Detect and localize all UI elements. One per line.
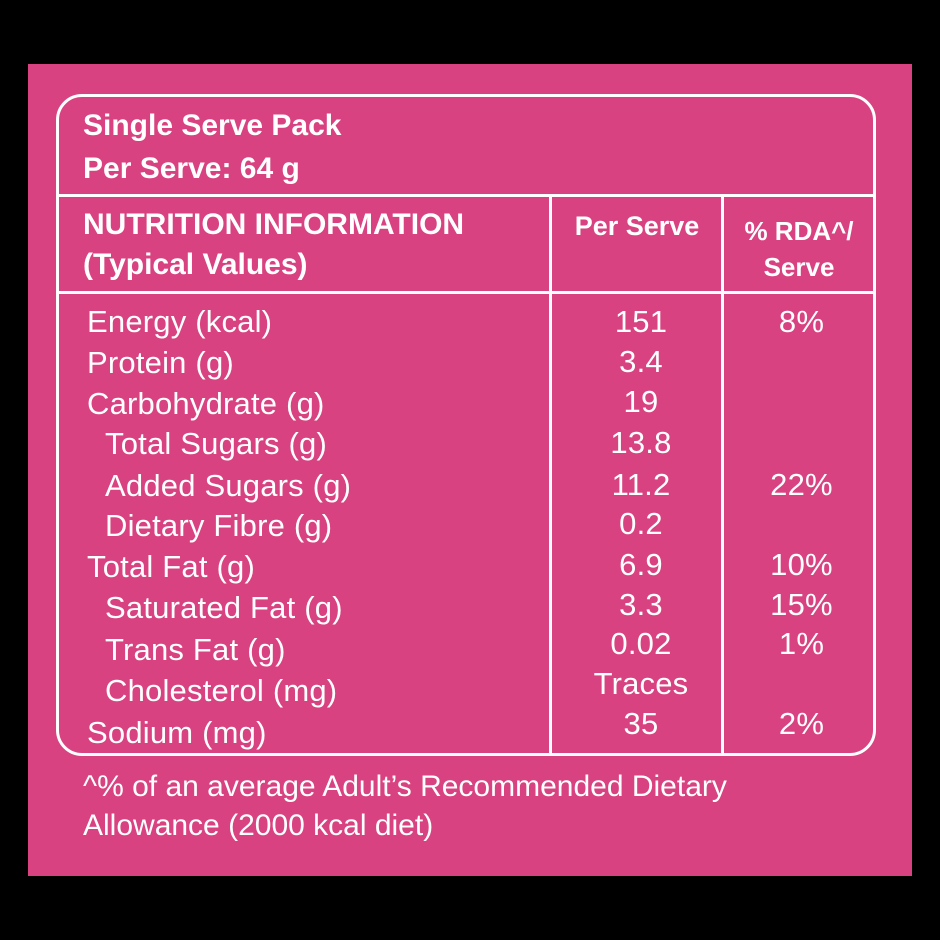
row-value-total-sugars: 13.8 [610, 425, 672, 460]
row-label-dietary-fibre: Dietary Fibre (g) [105, 508, 333, 543]
pack-title: Single Serve Pack [83, 109, 342, 142]
row-label-carbohydrate: Carbohydrate (g) [87, 386, 325, 421]
row-label-energy: Energy (kcal) [87, 304, 273, 339]
nutrition-table-frame [56, 94, 876, 756]
row-label-total-sugars: Total Sugars (g) [105, 426, 328, 461]
row-label-protein: Protein (g) [87, 345, 234, 380]
row-label-sodium: Sodium (mg) [87, 715, 267, 750]
row-value-carbohydrate: 19 [623, 384, 659, 419]
row-value-protein: 3.4 [619, 344, 663, 379]
nutrition-label-panel [28, 64, 912, 876]
row-value-total-fat: 6.9 [619, 547, 663, 582]
row-value-cholesterol: Traces [593, 666, 689, 701]
column-divider-2 [721, 196, 724, 754]
row-rda-trans-fat: 1% [778, 626, 825, 661]
col1-heading-line2: (Typical Values) [83, 248, 308, 281]
col3-heading-line2: Serve [763, 252, 835, 282]
col1-heading-line1: NUTRITION INFORMATION [83, 208, 465, 241]
row-label-trans-fat: Trans Fat (g) [105, 632, 286, 667]
serve-size: Per Serve: 64 g [83, 152, 300, 185]
row-rda-saturated-fat: 15% [770, 587, 833, 622]
row-value-saturated-fat: 3.3 [619, 587, 663, 622]
row-label-saturated-fat: Saturated Fat (g) [105, 590, 343, 625]
row-value-added-sugars: 11.2 [611, 467, 671, 502]
row-value-trans-fat: 0.02 [610, 626, 672, 661]
row-value-dietary-fibre: 0.2 [619, 506, 663, 541]
row-label-cholesterol: Cholesterol (mg) [105, 673, 338, 708]
column-header-divider [57, 291, 875, 294]
header-divider [57, 194, 875, 197]
row-value-sodium: 35 [623, 706, 659, 741]
row-value-energy: 151 [614, 304, 668, 339]
footnote-line1: ^% of an average Adult’s Recommended Die… [83, 770, 727, 803]
col3-heading-line1: % RDA^/ [744, 216, 854, 246]
row-label-added-sugars: Added Sugars (g) [105, 468, 352, 503]
row-rda-total-fat: 10% [770, 547, 833, 582]
column-divider-1 [549, 196, 552, 754]
footnote-line2: Allowance (2000 kcal diet) [83, 809, 434, 842]
col2-heading: Per Serve [574, 211, 700, 241]
row-rda-sodium: 2% [778, 706, 825, 741]
row-label-total-fat: Total Fat (g) [87, 549, 255, 584]
row-rda-added-sugars: 22% [770, 467, 833, 502]
row-rda-energy: 8% [778, 304, 825, 339]
